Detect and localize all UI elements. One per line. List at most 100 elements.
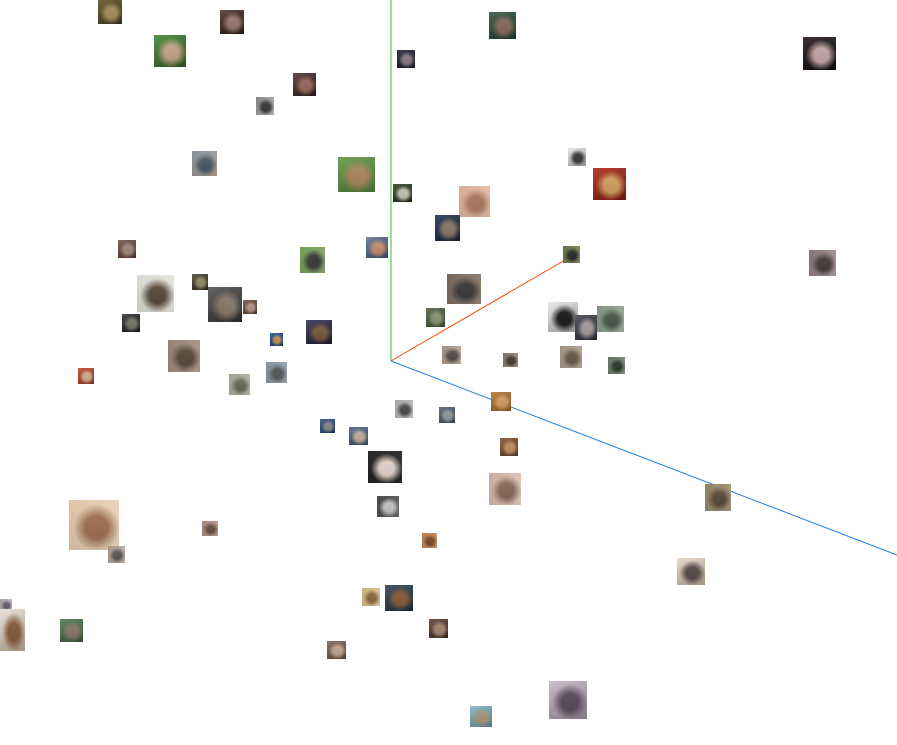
dog-thumbnail[interactable] (491, 392, 511, 411)
cat-thumbnail[interactable] (809, 250, 836, 276)
dog-thumbnail[interactable] (98, 0, 122, 24)
cat-thumbnail[interactable] (69, 500, 119, 550)
cat-thumbnail-shade (137, 275, 174, 312)
cat-thumbnail[interactable] (489, 473, 521, 505)
dog-thumbnail[interactable] (489, 12, 516, 39)
dog-thumbnail[interactable] (306, 320, 332, 344)
dog-thumbnail[interactable] (500, 438, 518, 456)
cat-thumbnail[interactable] (60, 619, 83, 642)
cat-thumbnail-shade (560, 346, 582, 368)
cat-thumbnail[interactable] (560, 346, 582, 368)
cat-thumbnail[interactable] (256, 97, 274, 115)
dog-thumbnail[interactable] (426, 308, 445, 327)
dog-thumbnail[interactable] (0, 609, 25, 651)
cat-thumbnail[interactable] (377, 496, 399, 517)
cat-thumbnail-shade (705, 484, 731, 511)
cat-thumbnail[interactable] (320, 419, 335, 433)
cat-thumbnail-shade (320, 419, 335, 433)
dog-thumbnail[interactable] (803, 37, 836, 70)
cat-thumbnail-shade (809, 250, 836, 276)
dog-thumbnail[interactable] (220, 10, 244, 34)
dog-thumbnail-shade (568, 148, 586, 166)
cat-thumbnail[interactable] (503, 353, 518, 367)
cat-thumbnail-shade (395, 400, 413, 418)
cat-thumbnail[interactable] (137, 275, 174, 312)
dog-thumbnail[interactable] (300, 247, 325, 273)
cat-thumbnail-shade (597, 306, 624, 332)
dog-thumbnail[interactable] (470, 706, 492, 727)
dog-thumbnail[interactable] (575, 315, 597, 340)
cat-thumbnail[interactable] (442, 346, 461, 364)
dog-thumbnail[interactable] (397, 50, 415, 68)
cat-thumbnail[interactable] (395, 400, 413, 418)
cat-thumbnail[interactable] (0, 599, 12, 611)
cat-thumbnail[interactable] (447, 274, 481, 304)
cat-thumbnail[interactable] (168, 340, 200, 372)
cat-thumbnail-shade (503, 353, 518, 367)
cat-thumbnail[interactable] (459, 186, 490, 217)
dog-thumbnail[interactable] (293, 73, 316, 96)
dog-thumbnail-shade (306, 320, 332, 344)
dog-thumbnail-shade (78, 368, 94, 384)
dog-thumbnail[interactable] (593, 168, 626, 200)
cat-thumbnail[interactable] (366, 237, 388, 258)
dog-thumbnail[interactable] (677, 558, 705, 585)
dog-thumbnail-shade (563, 246, 580, 263)
dog-thumbnail[interactable] (435, 215, 460, 241)
dog-thumbnail-shade (154, 35, 186, 67)
dog-thumbnail[interactable] (563, 246, 580, 263)
cat-thumbnail-shade (266, 362, 287, 383)
dog-thumbnail[interactable] (568, 148, 586, 166)
cat-thumbnail[interactable] (208, 287, 242, 322)
dog-thumbnail[interactable] (385, 585, 413, 611)
dog-thumbnail[interactable] (548, 302, 578, 332)
dog-thumbnail-shade (491, 392, 511, 411)
dog-thumbnail[interactable] (243, 300, 257, 314)
cat-thumbnail[interactable] (597, 306, 624, 332)
dog-thumbnail[interactable] (192, 274, 208, 290)
dog-thumbnail[interactable] (429, 619, 448, 638)
dog-thumbnail-shade (98, 0, 122, 24)
dog-thumbnail[interactable] (270, 333, 283, 346)
cat-thumbnail[interactable] (608, 357, 625, 374)
cat-thumbnail-shade (447, 274, 481, 304)
dog-thumbnail[interactable] (118, 240, 136, 258)
dog-thumbnail-shade (0, 609, 25, 651)
cat-thumbnail[interactable] (439, 407, 455, 423)
dog-thumbnail-shade (385, 585, 413, 611)
cat-thumbnail[interactable] (202, 521, 218, 536)
cat-thumbnail[interactable] (705, 484, 731, 511)
cat-thumbnail-shade (549, 681, 587, 719)
cat-thumbnail[interactable] (122, 314, 140, 332)
z-axis-line (390, 360, 897, 556)
cat-thumbnail-shade (608, 357, 625, 374)
cat-thumbnail[interactable] (229, 374, 250, 395)
cat-thumbnail-shade (439, 407, 455, 423)
cat-thumbnail-shade (368, 451, 402, 483)
dog-thumbnail-shade (435, 215, 460, 241)
dog-thumbnail-shade (470, 706, 492, 727)
dog-thumbnail-shade (429, 619, 448, 638)
cat-thumbnail[interactable] (422, 533, 437, 548)
cat-thumbnail[interactable] (368, 451, 402, 483)
dog-thumbnail-shade (220, 10, 244, 34)
dog-thumbnail-shade (300, 247, 325, 273)
cat-thumbnail[interactable] (266, 362, 287, 383)
cat-thumbnail-shade (168, 340, 200, 372)
dog-thumbnail[interactable] (393, 184, 412, 202)
cat-thumbnail-shade (349, 427, 368, 445)
dog-thumbnail[interactable] (192, 151, 217, 176)
dog-thumbnail[interactable] (78, 368, 94, 384)
cat-thumbnail[interactable] (108, 546, 125, 563)
cat-thumbnail-shade (422, 533, 437, 548)
cat-thumbnail[interactable] (349, 427, 368, 445)
cat-thumbnail[interactable] (549, 681, 587, 719)
dog-thumbnail[interactable] (154, 35, 186, 67)
dog-thumbnail[interactable] (338, 157, 375, 192)
x-axis-line (390, 259, 566, 362)
dog-thumbnail[interactable] (362, 588, 380, 606)
dog-thumbnail-shade (243, 300, 257, 314)
cat-thumbnail[interactable] (327, 641, 346, 659)
dog-thumbnail-shade (677, 558, 705, 585)
